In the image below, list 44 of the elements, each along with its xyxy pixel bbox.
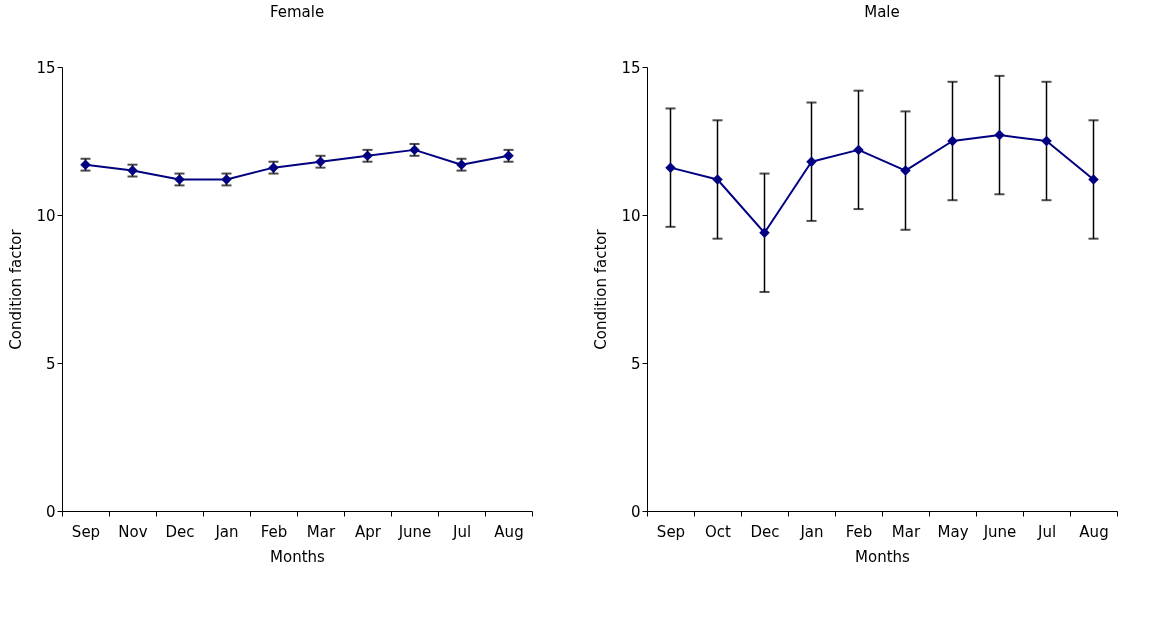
x-tick-label: Feb: [845, 522, 873, 541]
x-tick-label: Apr: [355, 522, 382, 541]
point: [1088, 174, 1099, 185]
chart-title: Male: [864, 3, 900, 21]
x-tick-label: Sep: [656, 522, 686, 541]
x-tick-label: Jan: [799, 522, 824, 541]
x-tick-label: Aug: [494, 522, 524, 541]
point: [947, 135, 958, 147]
x-tick-label: Mar: [306, 522, 336, 541]
x-tick-label: Jul: [451, 522, 472, 541]
x-tick-label: Sep: [71, 522, 101, 541]
point: [806, 156, 817, 167]
x-tick-label: Oct: [705, 522, 732, 541]
y-tick-label: 10: [36, 206, 56, 225]
y-tick-label: 15: [621, 58, 641, 77]
x-tick-label: Mar: [891, 522, 921, 541]
point: [1041, 135, 1052, 147]
y-axis-title: Condition factor: [7, 228, 26, 350]
chart-title: Female: [269, 3, 325, 21]
x-tick-label: June: [397, 522, 432, 541]
y-tick-label: 0: [45, 502, 56, 521]
x-tick-label: Feb: [260, 522, 288, 541]
x-tick-label: Dec: [165, 522, 195, 541]
y-tick-label: 0: [630, 502, 641, 521]
y-tick-label: 5: [45, 354, 56, 373]
y-tick-label: 5: [630, 354, 641, 373]
x-tick-label: Dec: [750, 522, 780, 541]
x-tick-label: May: [937, 522, 969, 541]
point: [994, 129, 1005, 141]
x-tick-label: Nov: [118, 522, 148, 541]
point: [853, 144, 864, 156]
x-axis-title: Months: [270, 547, 326, 566]
point: [712, 174, 723, 185]
x-tick-label: June: [982, 522, 1017, 541]
y-tick-label: 15: [36, 58, 56, 77]
point: [665, 162, 676, 173]
y-axis-title: Condition factor: [592, 228, 611, 350]
x-tick-label: Aug: [1079, 522, 1109, 541]
point: [900, 165, 911, 176]
point: [759, 227, 770, 238]
x-tick-label: Jul: [1036, 522, 1057, 541]
y-tick-label: 10: [621, 206, 641, 225]
x-axis-title: Months: [855, 547, 911, 566]
x-tick-label: Jan: [214, 522, 239, 541]
